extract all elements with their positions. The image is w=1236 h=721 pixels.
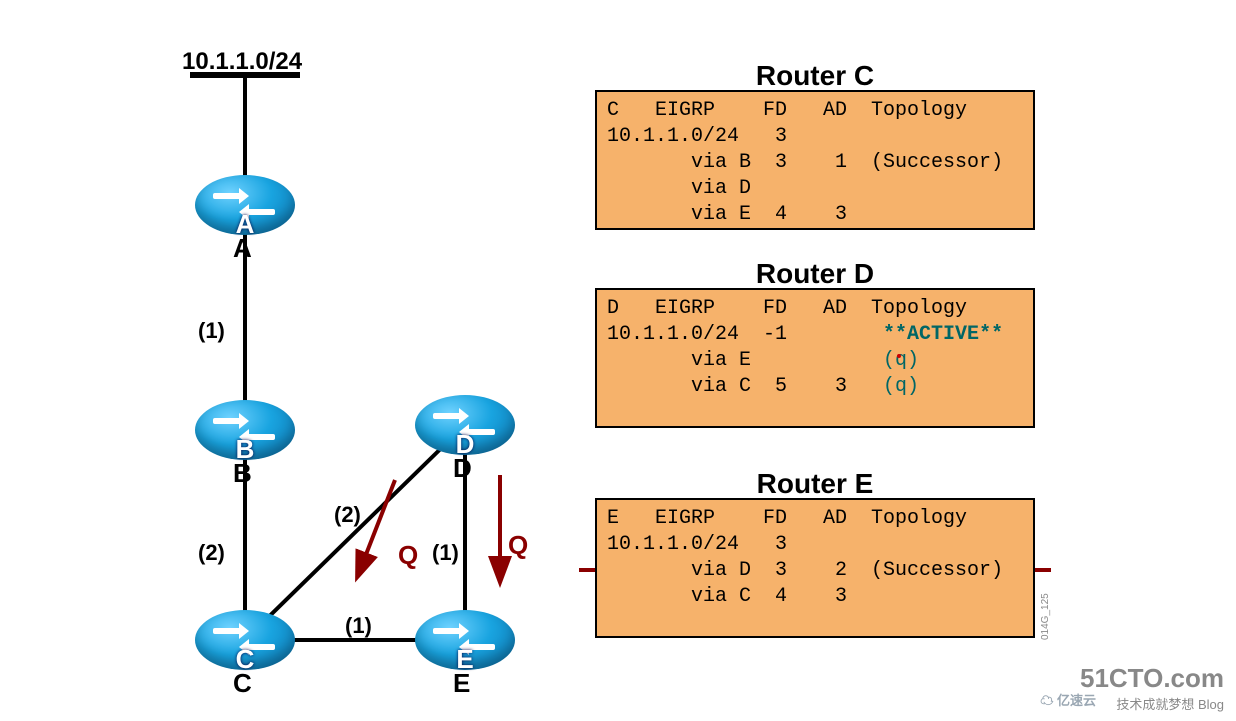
table-row: 10.1.1.0/24 3: [607, 532, 1023, 558]
table-row: via C 5 3 (q): [607, 374, 1023, 400]
table-title: Router D: [595, 258, 1035, 290]
router-b: B: [195, 400, 295, 460]
query-label: Q: [398, 540, 418, 571]
side-id: 014G_125: [1040, 593, 1051, 640]
table-row: via D 3 2 (Successor): [607, 558, 1023, 584]
router-label-e: E: [453, 668, 470, 699]
table-row: 10.1.1.0/24 -1 **ACTIVE**: [607, 322, 1023, 348]
table-row: via C 4 3: [607, 584, 1023, 610]
page: { "colors":{"bg":"#ffffff","panel":"#f6b…: [0, 0, 1236, 721]
routing-table: E EIGRP FD AD Topology10.1.1.0/24 3 via …: [595, 498, 1035, 638]
router-d: D: [415, 395, 515, 455]
network-label: 10.1.1.0/24: [182, 48, 302, 76]
routing-table: D EIGRP FD AD Topology10.1.1.0/24 -1 **A…: [595, 288, 1035, 428]
link-cost: (1): [198, 318, 225, 344]
router-label-b: B: [233, 458, 252, 489]
router-a: A: [195, 175, 295, 235]
table-title: Router E: [595, 468, 1035, 500]
router-c: C: [195, 610, 295, 670]
link-cost: (2): [334, 502, 361, 528]
table-row: via E 4 3: [607, 202, 1023, 228]
router-label-a: A: [233, 233, 252, 264]
table-row: via D: [607, 176, 1023, 202]
link-cost: (1): [345, 613, 372, 639]
query-label: Q: [508, 530, 528, 561]
routing-table: C EIGRP FD AD Topology10.1.1.0/24 3 via …: [595, 90, 1035, 230]
table-row: via E (q): [607, 348, 1023, 374]
table-title: Router C: [595, 60, 1035, 92]
link-cost: (1): [432, 540, 459, 566]
router-label-c: C: [233, 668, 252, 699]
watermark-yisu: ☁ 亿速云: [1040, 690, 1096, 709]
link-cost: (2): [198, 540, 225, 566]
router-e: E: [415, 610, 515, 670]
table-row: via B 3 1 (Successor): [607, 150, 1023, 176]
watermark-51cto: 51CTO.com 技术成就梦想 Blog: [1080, 663, 1224, 713]
table-row: 10.1.1.0/24 3: [607, 124, 1023, 150]
router-label-d: D: [453, 453, 472, 484]
